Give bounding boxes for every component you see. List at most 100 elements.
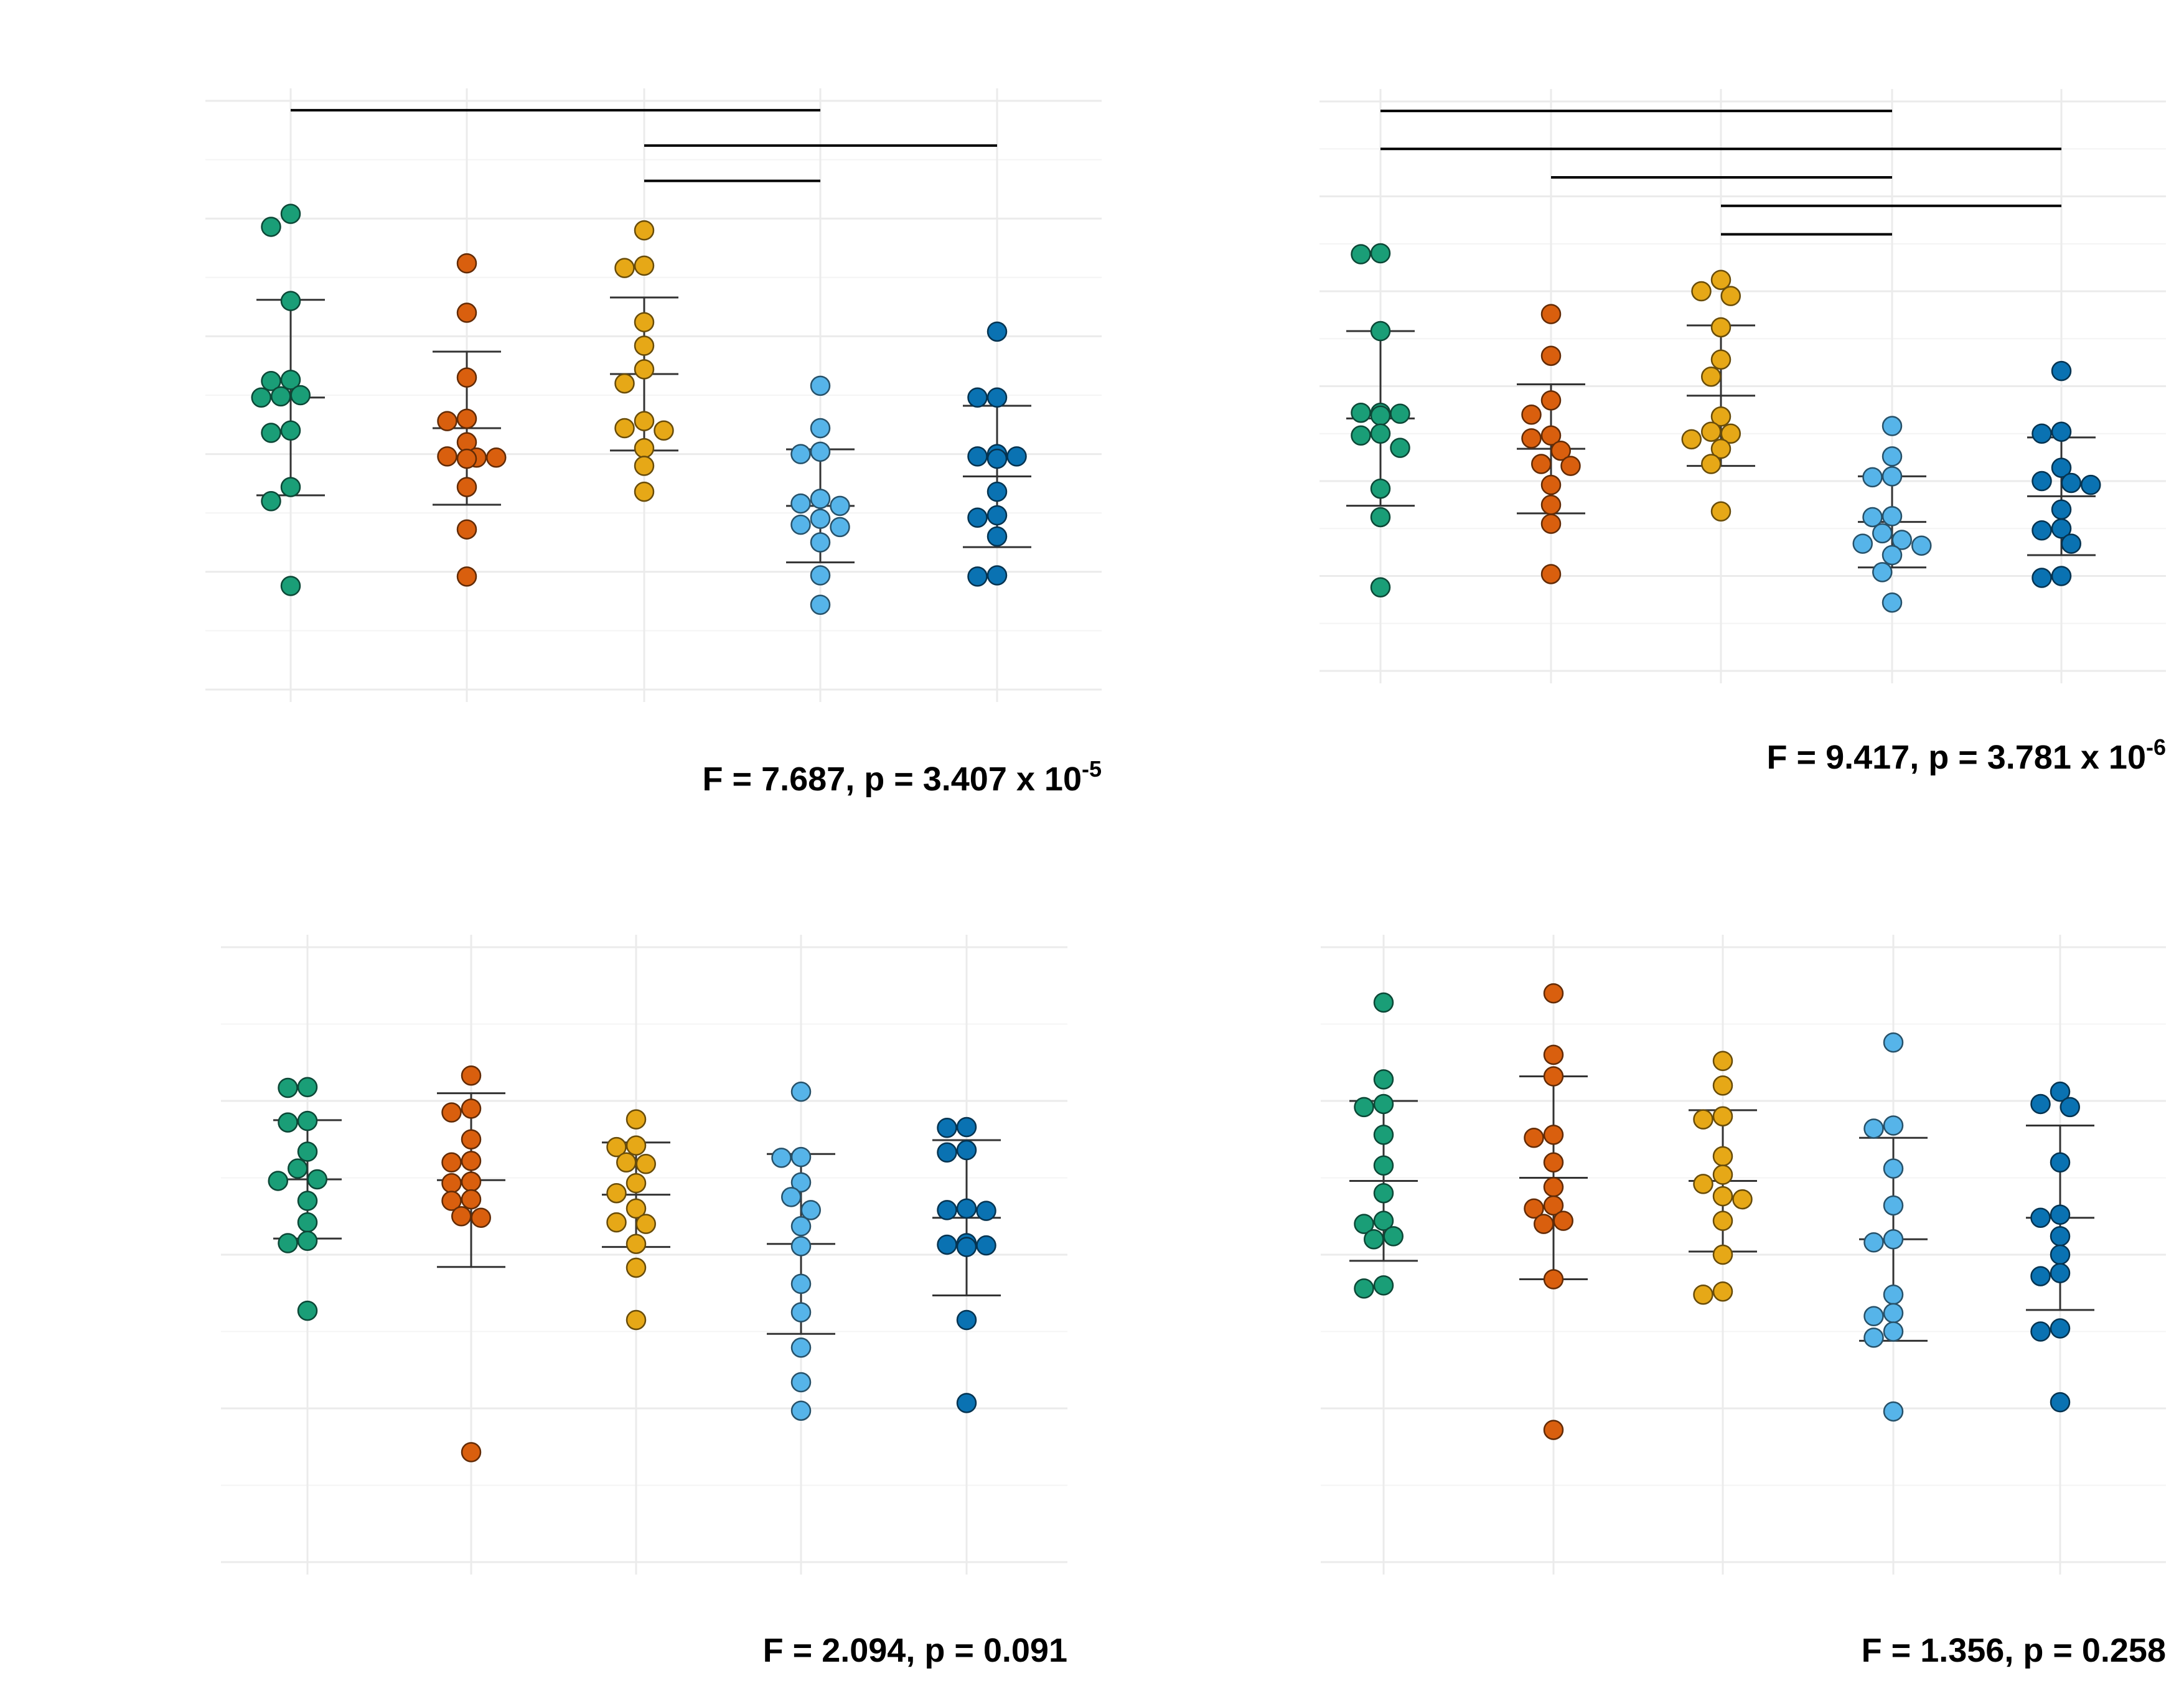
data-point <box>634 220 655 241</box>
panel-B: F = 9.417, p = 3.781 x 10-6 <box>1319 89 2166 776</box>
stats-text-base: F = 7.687, p = 3.407 x 10 <box>703 761 1082 798</box>
data-point <box>1693 1174 1713 1194</box>
data-point <box>1882 592 1903 613</box>
data-point <box>790 1337 812 1358</box>
data-point <box>1351 402 1371 423</box>
data-point <box>280 291 301 311</box>
data-point <box>1862 467 1883 488</box>
data-point <box>1863 1118 1884 1139</box>
data-point <box>634 438 655 459</box>
data-point <box>486 447 507 468</box>
data-point <box>2050 1263 2071 1283</box>
data-point <box>781 1187 802 1207</box>
data-point <box>1710 406 1732 427</box>
data-point <box>1543 1420 1564 1440</box>
data-point <box>937 1234 957 1255</box>
series-sds <box>433 253 507 587</box>
data-point <box>937 1200 957 1220</box>
data-point <box>626 1198 647 1219</box>
series-avl-heat <box>2026 1081 2094 1413</box>
data-point <box>461 1129 482 1149</box>
data-point <box>1373 1155 1394 1176</box>
data-point <box>441 1152 462 1173</box>
data-point <box>2030 1207 2051 1228</box>
data-point <box>2051 499 2072 520</box>
data-point <box>1534 1214 1554 1234</box>
series-avl-heat <box>963 321 1031 587</box>
stats-text-base: F = 2.094, p = 0.091 <box>763 1632 1067 1669</box>
data-point <box>297 1212 318 1233</box>
data-point <box>1540 494 1562 515</box>
data-point <box>1882 446 1903 467</box>
data-point <box>810 441 831 462</box>
data-point <box>1373 1069 1394 1090</box>
series-avl-heat <box>932 1116 1001 1413</box>
data-point <box>280 370 301 390</box>
data-point <box>976 1201 996 1221</box>
data-point <box>456 253 477 274</box>
stats-text-base: F = 1.356, p = 0.258 <box>1862 1632 2166 1669</box>
data-point <box>987 448 1008 469</box>
data-point <box>2050 1392 2071 1413</box>
data-point <box>1351 244 1371 264</box>
data-point <box>790 1216 812 1237</box>
data-point <box>1883 1303 1904 1324</box>
data-point <box>1712 1106 1733 1126</box>
data-point <box>1354 1278 1374 1299</box>
data-point <box>2050 1226 2071 1247</box>
data-point <box>280 477 301 497</box>
data-point <box>471 1207 491 1228</box>
data-point <box>937 1117 957 1138</box>
data-point <box>1712 1075 1733 1096</box>
data-point <box>1883 1032 1904 1053</box>
data-point <box>1862 507 1883 528</box>
data-point <box>635 1214 656 1234</box>
data-point <box>1524 1128 1544 1148</box>
data-point <box>1373 1275 1394 1296</box>
series-holder <box>1681 269 1755 522</box>
data-point <box>2060 1097 2080 1118</box>
data-point <box>987 505 1008 526</box>
data-point <box>2032 568 2052 588</box>
stats-text-exponent: -5 <box>1082 756 1102 782</box>
data-point <box>1710 438 1732 459</box>
data-point <box>790 493 811 514</box>
data-point <box>2030 1093 2051 1115</box>
data-point <box>1701 454 1722 474</box>
data-point <box>987 321 1008 342</box>
data-point <box>456 408 477 429</box>
data-point <box>1006 446 1027 467</box>
data-point <box>1540 345 1562 366</box>
data-point <box>967 566 988 587</box>
data-point <box>810 594 831 616</box>
series-sds <box>1517 304 1585 584</box>
data-point <box>1354 1097 1374 1118</box>
data-point <box>1540 304 1562 324</box>
data-point <box>1543 1177 1564 1197</box>
data-point <box>1681 429 1702 450</box>
data-point <box>456 302 477 323</box>
series-avl <box>767 1081 835 1421</box>
data-point <box>2050 1318 2071 1339</box>
data-point <box>1911 535 1932 556</box>
data-point <box>987 565 1008 586</box>
data-point <box>976 1235 996 1256</box>
data-point <box>297 1191 318 1211</box>
data-point <box>606 1182 627 1204</box>
data-point <box>2061 472 2081 494</box>
data-point <box>280 576 301 596</box>
data-point <box>1882 466 1903 487</box>
data-point <box>830 495 850 517</box>
series-holder <box>1689 1051 1757 1305</box>
data-point <box>790 1273 812 1294</box>
data-point <box>616 1152 637 1173</box>
data-point <box>261 423 281 443</box>
data-point <box>2051 518 2072 539</box>
data-point <box>987 526 1008 547</box>
data-point <box>461 1098 482 1119</box>
data-point <box>1863 1306 1884 1327</box>
data-point <box>2032 470 2052 492</box>
data-point <box>1370 478 1391 499</box>
data-point <box>456 367 477 388</box>
stats-text: F = 2.094, p = 0.091 <box>763 1632 1067 1669</box>
